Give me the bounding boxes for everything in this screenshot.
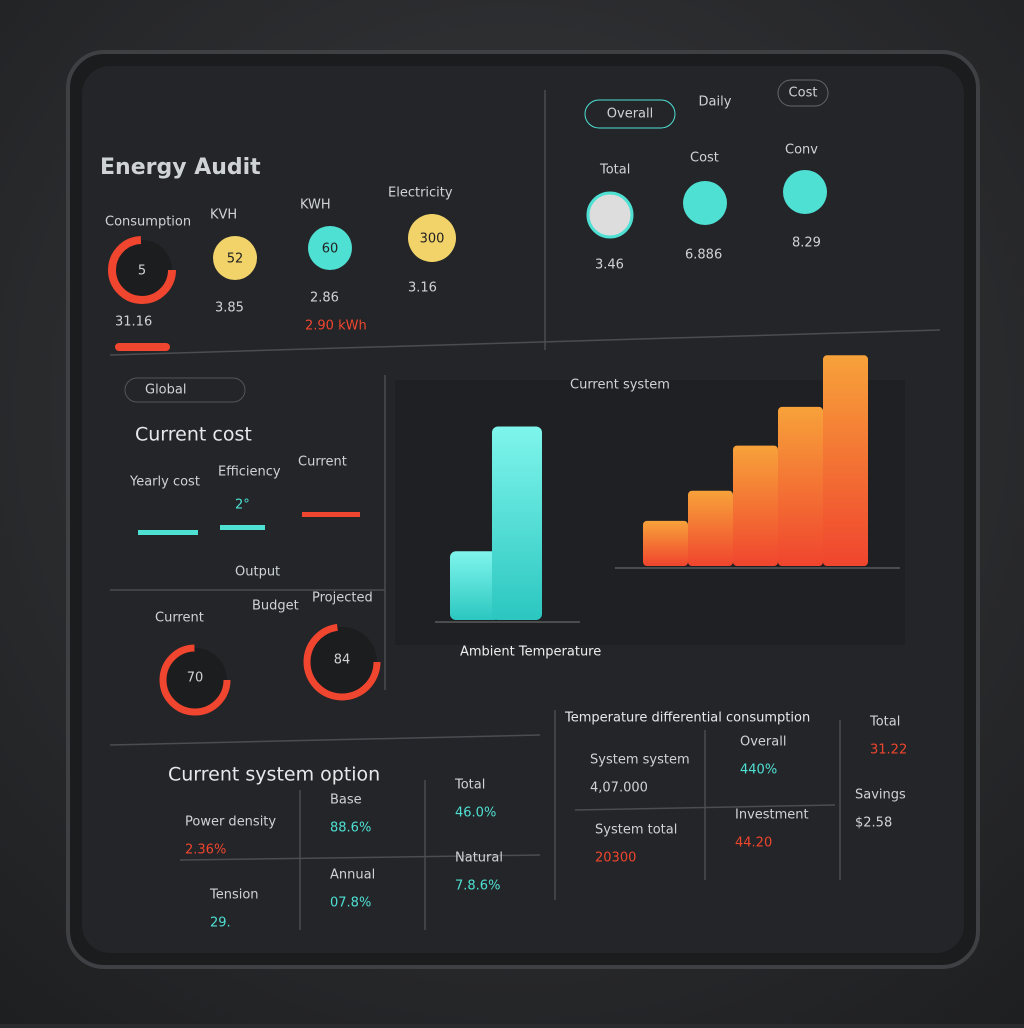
differential: Temperature differential consumption <box>564 711 841 880</box>
label: Current <box>298 455 347 470</box>
system-option: Current system option <box>168 764 541 930</box>
reading: 2.86 <box>310 291 339 306</box>
gauge <box>303 623 381 701</box>
section-title: Current system option <box>168 764 380 786</box>
chart: Current system Ambient Temperature <box>395 355 905 660</box>
cell-label: System system <box>590 753 690 768</box>
gauge <box>213 236 257 280</box>
gauge <box>308 226 352 270</box>
cell-value: 4,07.000 <box>590 781 648 796</box>
label: Projected <box>312 591 373 606</box>
icon <box>683 181 727 225</box>
cell-value: 20300 <box>595 851 636 866</box>
metric-label: Consumption <box>105 215 191 230</box>
label: Current <box>155 611 204 626</box>
cell-value: 44.20 <box>735 836 772 851</box>
search-box[interactable] <box>124 377 246 403</box>
metric-label: Electricity <box>388 186 453 201</box>
cell-label: Investment <box>735 808 809 823</box>
mid-value: 2° <box>235 498 250 513</box>
system-bar <box>778 406 823 566</box>
cell-value: 31.22 <box>870 743 907 758</box>
cell-value: 7.8.6% <box>455 879 500 894</box>
cell-label: Savings <box>855 788 906 803</box>
gauge <box>108 236 176 304</box>
metric-label: Cost <box>690 151 719 166</box>
tab-label[interactable]: Cost <box>789 86 818 101</box>
cell-label: Natural <box>455 851 503 866</box>
current-cost: Current cost Yearly cost Efficiency Curr… <box>129 424 381 716</box>
top-metrics: Consumption 5 31.16 KVH 52 3.85 KWH 60 2… <box>105 186 456 351</box>
label: Budget <box>252 599 299 614</box>
reading: 6.886 <box>685 248 722 263</box>
cell-label: Total <box>454 778 485 793</box>
gauge-value: 52 <box>227 252 244 267</box>
cell-value: 440% <box>740 763 777 778</box>
cell-label: Power density <box>185 815 276 830</box>
reading: 8.29 <box>792 236 821 251</box>
metric-label: KWH <box>300 198 331 213</box>
search-text[interactable]: Global <box>145 383 186 398</box>
reading: 3.85 <box>215 301 244 316</box>
axis-label: Ambient Temperature <box>460 645 601 660</box>
cell-label: Tension <box>209 888 259 903</box>
cell-label: Overall <box>740 735 786 750</box>
gauge-value: 60 <box>322 242 339 257</box>
sub-label: Output <box>235 565 280 580</box>
section-title: Current cost <box>135 424 252 446</box>
tabs: Overall Daily Cost <box>584 79 829 129</box>
gauge-value: 70 <box>187 671 204 686</box>
icon <box>783 170 827 214</box>
reading: 3.16 <box>408 281 437 296</box>
metric-label: KVH <box>210 208 237 223</box>
section-title: Temperature differential consumption <box>564 711 810 726</box>
cell-value: 46.0% <box>455 806 496 821</box>
metric-label: Total <box>599 163 630 178</box>
system-bar <box>823 355 868 566</box>
gauge-value: 84 <box>334 653 351 668</box>
title: Energy Audit <box>100 155 261 180</box>
chart-title: Current system <box>570 378 670 393</box>
cell-label: System total <box>595 823 677 838</box>
cell-value: $2.58 <box>855 816 892 831</box>
tab[interactable] <box>777 79 829 107</box>
reading-note: 2.90 kWh <box>305 319 367 334</box>
system-bar <box>643 520 688 566</box>
gauge <box>408 214 456 262</box>
ambient-bar <box>450 551 500 620</box>
progress <box>115 343 170 351</box>
tab-label[interactable]: Daily <box>699 95 732 110</box>
reading: 3.46 <box>595 258 624 273</box>
gauge-value: 5 <box>138 264 146 279</box>
cell-label: Base <box>330 793 362 808</box>
metric-label: Conv <box>785 143 818 158</box>
cell-value: 29. <box>210 916 231 931</box>
side-metrics: Total 3.46 Cost 6.886 Conv 8.29 <box>586 143 827 273</box>
cell-value: 2.36% <box>185 843 226 858</box>
cell-value: 88.6% <box>330 821 371 836</box>
label: Yearly cost <box>129 475 200 490</box>
gauge-value: 300 <box>420 232 445 247</box>
cell-label: Annual <box>330 868 375 883</box>
system-bar <box>733 445 778 566</box>
ambient-bar <box>492 426 542 620</box>
cell-value: 07.8% <box>330 896 371 911</box>
reading: 31.16 <box>115 315 152 330</box>
system-bar <box>688 490 733 566</box>
gauge <box>159 644 231 716</box>
tab-label[interactable]: Overall <box>607 107 653 122</box>
label: Efficiency <box>218 465 281 480</box>
tab[interactable] <box>584 99 676 129</box>
cell-label: Total <box>869 715 900 730</box>
dividers <box>109 90 941 900</box>
icon <box>586 191 634 239</box>
